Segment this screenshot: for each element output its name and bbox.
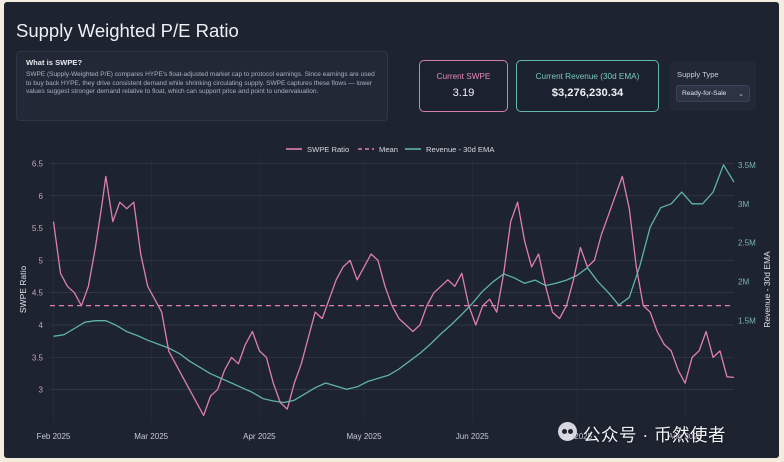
supply-type-control: Supply Type Ready-for-Sale ⌄ <box>670 61 756 111</box>
y-right-tick-label: 3M <box>738 200 749 209</box>
supply-type-select[interactable]: Ready-for-Sale ⌄ <box>676 85 750 102</box>
swpe-chart: 3 3.5 4 4.5 5 5.5 6 6.5 Feb 2025 Mar 2025 Apr 2025… <box>18 145 772 441</box>
y-left-tick-label: 4 <box>39 321 44 330</box>
page-title: Supply Weighted P/E Ratio <box>16 20 239 41</box>
x-tick-label: Apr 2025 <box>243 432 276 441</box>
x-tick-label: Jul 2025 <box>562 432 593 441</box>
x-tick-label: Jun 2025 <box>456 432 489 441</box>
swpe-series-line <box>52 175 735 417</box>
x-tick-label: Feb 2025 <box>37 432 71 441</box>
y-left-axis-title: SWPE Ratio <box>18 266 28 314</box>
y-right-tick-label: 3.5M <box>738 161 756 170</box>
wechat-icon <box>558 422 577 441</box>
y-left-tick-label: 5 <box>39 256 44 265</box>
current-revenue-label: Current Revenue (30d EMA) <box>535 72 640 81</box>
current-swpe-value: 3.19 <box>452 87 475 99</box>
info-body: SWPE (Supply-Weighted P/E) compares HYPE… <box>26 71 375 96</box>
y-right-axis-title: Revenue - 30d EMA <box>762 251 772 328</box>
current-revenue-value: $3,276,230.34 <box>551 87 624 99</box>
legend-label-revenue: Revenue - 30d EMA <box>426 145 495 154</box>
legend-label-swpe: SWPE Ratio <box>307 145 349 154</box>
supply-type-selected: Ready-for-Sale <box>682 90 727 97</box>
y-right-tick-label: 2.5M <box>738 239 756 248</box>
swpe-info-panel: What is SWPE? SWPE (Supply-Weighted P/E)… <box>16 51 388 121</box>
y-right-tick-label: 1.5M <box>738 317 756 326</box>
supply-type-label: Supply Type <box>677 70 719 79</box>
dashboard-frame: Supply Weighted P/E Ratio What is SWPE? … <box>4 2 779 458</box>
current-revenue-card: Current Revenue (30d EMA) $3,276,230.34 <box>516 60 659 112</box>
legend-label-mean: Mean <box>379 145 398 154</box>
x-tick-label: May 2025 <box>347 432 383 441</box>
info-heading: What is SWPE? <box>26 58 83 67</box>
y-left-tick-label: 5.5 <box>32 224 44 233</box>
watermark-text: 公众号 · 币然使者 <box>583 425 727 445</box>
x-tick-label: Aug 2025 <box>668 432 703 441</box>
current-swpe-label: Current SWPE <box>436 72 491 81</box>
y-left-tick-label: 3.5 <box>32 353 44 362</box>
revenue-series-line <box>53 164 735 404</box>
y-left-tick-label: 6.5 <box>32 159 44 168</box>
chevron-down-icon: ⌄ <box>738 91 744 98</box>
y-right-tick-label: 2M <box>738 278 749 287</box>
y-left-tick-label: 3 <box>39 386 44 395</box>
y-left-tick-label: 4.5 <box>32 289 44 298</box>
watermark: 公众号 · 币然使者 <box>558 419 768 445</box>
y-left-tick-label: 6 <box>39 192 44 201</box>
current-swpe-card: Current SWPE 3.19 <box>419 60 508 112</box>
x-tick-label: Mar 2025 <box>134 432 168 441</box>
